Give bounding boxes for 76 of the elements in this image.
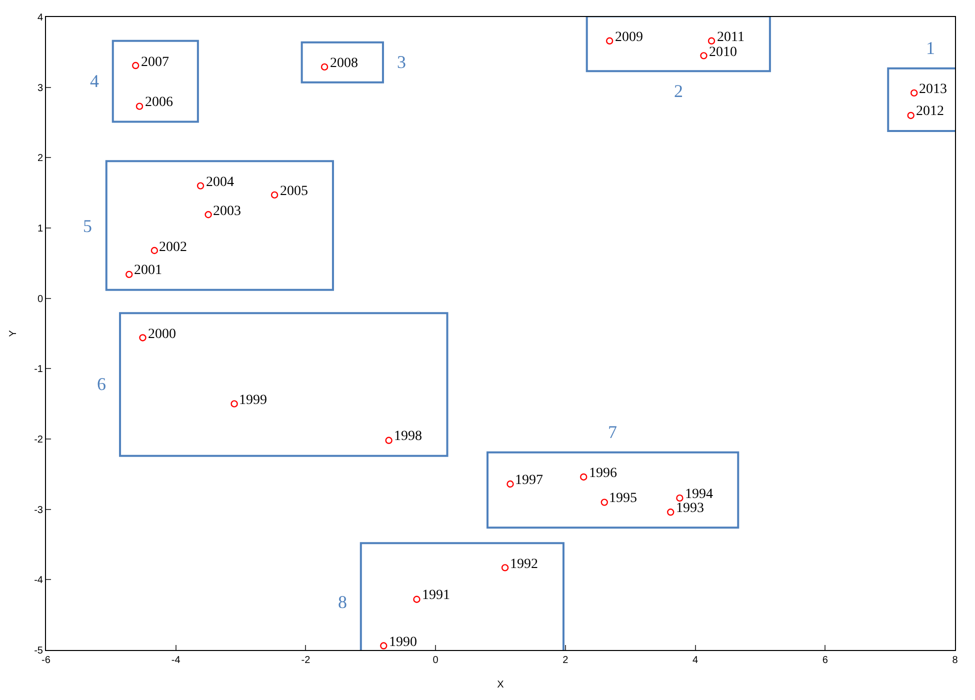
annotation: 2012 bbox=[916, 104, 944, 119]
x-tick-label: 0 bbox=[432, 655, 439, 666]
x-tick-label: 6 bbox=[822, 655, 828, 666]
point bbox=[676, 494, 684, 502]
x-tick-label: -4 bbox=[171, 655, 181, 666]
point bbox=[708, 37, 716, 45]
x-tick-label: 2 bbox=[562, 655, 569, 666]
x-axis-title: X bbox=[497, 680, 504, 690]
y-tick-label: 1 bbox=[37, 224, 44, 234]
annotation: 7 bbox=[608, 422, 617, 442]
point bbox=[413, 596, 420, 603]
y-tick-label: 3 bbox=[37, 82, 44, 94]
annotation: 2003 bbox=[213, 204, 241, 219]
point bbox=[196, 182, 204, 190]
x-tick-label: -2 bbox=[301, 655, 311, 666]
point bbox=[580, 473, 588, 481]
annotation: 8 bbox=[338, 592, 347, 612]
point bbox=[506, 480, 514, 488]
annotation: 1995 bbox=[609, 491, 637, 506]
annotation: 1998 bbox=[394, 429, 422, 444]
point bbox=[270, 191, 278, 199]
point bbox=[126, 270, 133, 278]
annotation: 2013 bbox=[919, 82, 947, 97]
point bbox=[204, 211, 212, 218]
point bbox=[501, 564, 509, 572]
annotation: 1992 bbox=[510, 557, 538, 572]
point bbox=[385, 436, 392, 444]
y-tick-label: -4 bbox=[34, 575, 44, 586]
annotation: 2 bbox=[674, 81, 683, 101]
point bbox=[667, 508, 674, 516]
point bbox=[910, 89, 918, 97]
y-tick-label: -1 bbox=[34, 364, 44, 376]
point bbox=[136, 102, 144, 110]
y-tick-label: -3 bbox=[34, 504, 44, 516]
y-tick-label: 2 bbox=[37, 153, 44, 164]
annotation: 1999 bbox=[239, 393, 267, 408]
x-tick-label: 8 bbox=[952, 655, 958, 666]
annotation: 2009 bbox=[615, 30, 643, 45]
annotation: 2001 bbox=[134, 263, 162, 278]
annotation: 2011 bbox=[717, 30, 744, 45]
point bbox=[132, 62, 140, 70]
annotation: 3 bbox=[397, 52, 406, 72]
annotation: 2007 bbox=[141, 55, 169, 70]
annotation: 5 bbox=[83, 216, 92, 236]
y-tick-label: -5 bbox=[34, 646, 44, 656]
annotation: 2002 bbox=[159, 240, 187, 255]
annotation: 2004 bbox=[206, 175, 234, 190]
y-axis-title: Y bbox=[8, 330, 20, 337]
y-tick-label: 4 bbox=[37, 12, 44, 24]
point bbox=[907, 112, 914, 120]
annotation: 1990 bbox=[389, 635, 417, 650]
annotation: 1996 bbox=[589, 466, 617, 481]
annotation: 1997 bbox=[515, 473, 543, 488]
point bbox=[606, 37, 614, 45]
annotation: 2010 bbox=[709, 45, 737, 60]
point bbox=[139, 334, 146, 342]
annotation: 1991 bbox=[422, 588, 450, 603]
point bbox=[230, 400, 238, 408]
point bbox=[600, 498, 608, 506]
x-tick-label: -6 bbox=[42, 655, 51, 666]
annotation: 2000 bbox=[148, 327, 176, 342]
annotation: 2006 bbox=[145, 95, 173, 110]
annotation: 2005 bbox=[280, 184, 308, 199]
point bbox=[380, 642, 388, 650]
annotation: 4 bbox=[90, 71, 99, 91]
x-tick-label: 4 bbox=[692, 655, 699, 666]
annotation: 1993 bbox=[676, 501, 704, 516]
annotation: 1 bbox=[926, 38, 935, 58]
y-tick-label: 0 bbox=[37, 294, 44, 305]
point bbox=[320, 63, 328, 71]
annotation: 1994 bbox=[685, 487, 713, 502]
annotation: 6 bbox=[97, 374, 106, 394]
point bbox=[700, 52, 708, 60]
point bbox=[150, 246, 158, 254]
annotation: 2008 bbox=[330, 56, 358, 71]
y-tick-label: -2 bbox=[34, 434, 44, 446]
